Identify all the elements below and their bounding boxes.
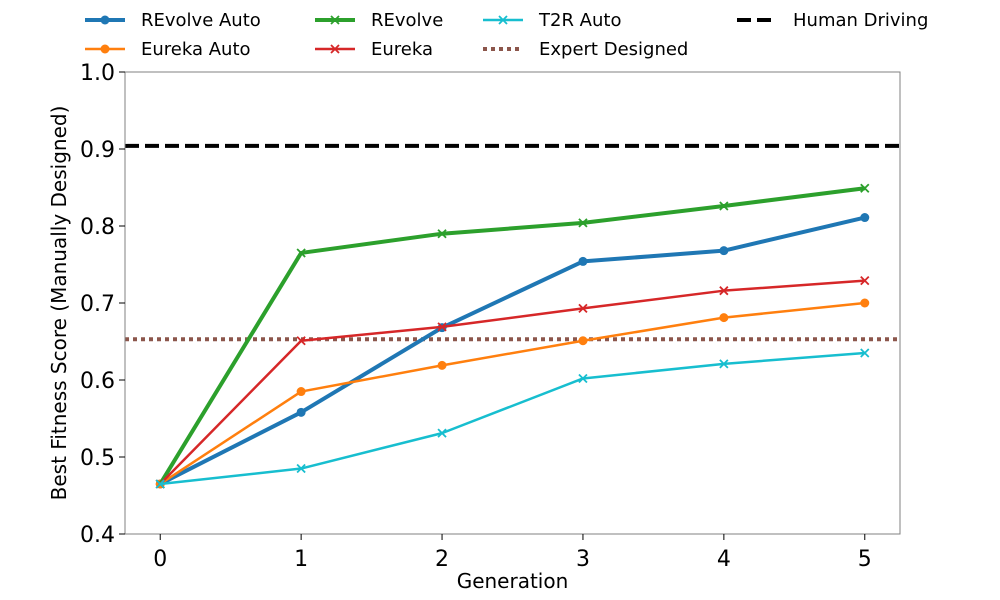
- plot-area: [125, 143, 900, 489]
- legend-marker-eureka: [330, 44, 340, 54]
- data-point-revolve-auto-5: [860, 213, 870, 223]
- plot-frame: [124, 71, 901, 535]
- legend-label-eureka-auto: Eureka Auto: [141, 39, 251, 60]
- legend-marker-eureka-auto: [100, 44, 110, 54]
- y-tick-label-2: 0.6: [80, 369, 115, 394]
- series-line-revolve: [158, 186, 866, 485]
- data-point-eureka-1: [296, 336, 306, 346]
- series-line-eureka-auto: [159, 301, 865, 485]
- data-point-t2r-auto-4: [719, 359, 729, 369]
- data-point-eureka-auto-5: [860, 298, 870, 308]
- legend-label-expert-designed: Expert Designed: [539, 39, 688, 60]
- x-tick-label-1: 1: [294, 547, 308, 572]
- y-tick-label-0: 0.4: [80, 523, 115, 548]
- x-tick-label-5: 5: [858, 547, 872, 572]
- x-tick-label-0: 0: [153, 547, 167, 572]
- legend-label-revolve: REvolve: [371, 10, 443, 31]
- y-tick-label-4: 0.8: [80, 215, 115, 240]
- data-point-revolve-auto-4: [719, 246, 729, 256]
- legend-item-eureka-auto: Eureka Auto: [85, 39, 251, 60]
- y-tick-label-1: 0.5: [80, 446, 115, 471]
- data-point-eureka-4: [719, 286, 729, 296]
- data-point-eureka-auto-1: [296, 387, 306, 397]
- legend-label-eureka: Eureka: [371, 39, 433, 60]
- data-point-t2r-auto-2: [437, 428, 447, 438]
- data-point-revolve-4: [719, 201, 729, 211]
- data-point-eureka-3: [578, 303, 588, 314]
- series-line-eureka: [159, 279, 865, 485]
- legend-marker-revolve: [330, 15, 340, 25]
- x-tick-label-3: 3: [576, 547, 590, 572]
- data-point-eureka-auto-3: [578, 336, 588, 346]
- data-point-eureka-auto-4: [719, 313, 729, 323]
- legend-item-revolve-auto: REvolve Auto: [85, 10, 261, 31]
- legend-item-expert-designed: Expert Designed: [483, 39, 688, 60]
- data-point-t2r-auto-5: [860, 348, 870, 358]
- y-tick-label-3: 0.7: [80, 292, 115, 317]
- series-line-t2r-auto: [160, 351, 865, 486]
- data-point-revolve-1: [296, 248, 306, 258]
- data-point-revolve-auto-3: [578, 256, 588, 266]
- legend-item-eureka: Eureka: [315, 39, 433, 60]
- legend-label-t2r-auto: T2R Auto: [538, 10, 621, 31]
- legend-marker-revolve-auto: [100, 15, 110, 25]
- series-line-revolve-auto: [159, 215, 866, 486]
- data-point-t2r-auto-3: [578, 373, 588, 384]
- legend-item-revolve: REvolve: [315, 10, 443, 31]
- data-point-t2r-auto-1: [296, 463, 306, 474]
- legend: REvolve Auto Eureka Auto REvolve Eureka T2R …: [85, 10, 928, 60]
- legend-marker-t2r-auto: [498, 15, 508, 25]
- y-axis-label: Best Fitness Score (Manually Designed): [47, 106, 71, 501]
- data-point-revolve-auto-1: [296, 407, 306, 417]
- data-point-eureka-2: [437, 322, 447, 332]
- legend-item-t2r-auto: T2R Auto: [483, 10, 621, 31]
- data-point-eureka-auto-2: [437, 360, 447, 370]
- data-point-revolve-3: [578, 218, 588, 228]
- data-point-revolve-2: [437, 229, 447, 239]
- x-tick-label-4: 4: [717, 547, 731, 572]
- data-point-eureka-5: [860, 276, 870, 286]
- legend-item-human-driving: Human Driving: [737, 10, 928, 31]
- data-point-revolve-5: [860, 183, 870, 193]
- y-tick-label-5: 0.9: [80, 138, 115, 163]
- data-point-t2r-auto-0: [155, 479, 165, 489]
- x-axis-label: Generation: [457, 569, 569, 593]
- x-tick-label-2: 2: [435, 547, 449, 572]
- axes: 0 1 2 3 4 5 0.4 0.5 0.6 0.7 0.8 0.9 1.0 Generation Bes…: [47, 61, 901, 593]
- y-tick-label-6: 1.0: [80, 61, 115, 86]
- legend-label-human-driving: Human Driving: [793, 10, 928, 31]
- legend-label-revolve-auto: REvolve Auto: [141, 10, 261, 31]
